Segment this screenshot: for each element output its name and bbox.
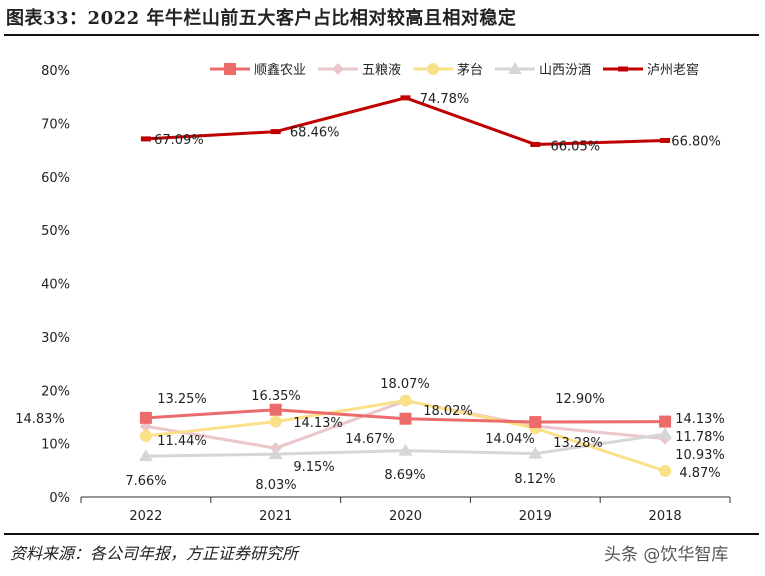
data-label: 13.25%	[157, 392, 207, 407]
y-tick-label: 40%	[41, 278, 70, 293]
data-point	[140, 136, 151, 142]
data-point	[269, 415, 282, 428]
data-label: 4.87%	[679, 466, 720, 481]
legend-marker	[332, 63, 344, 75]
legend-label: 顺鑫农业	[254, 62, 306, 78]
data-label: 14.13%	[675, 412, 725, 427]
data-label: 18.07%	[380, 377, 430, 392]
data-label: 8.12%	[514, 472, 555, 487]
y-tick-label: 20%	[41, 384, 70, 399]
y-tick-label: 80%	[41, 64, 70, 79]
data-label: 10.93%	[675, 448, 725, 463]
data-point	[138, 449, 153, 462]
data-point	[270, 129, 281, 135]
legend-label: 五粮液	[362, 63, 401, 78]
data-point	[658, 427, 673, 440]
x-tick-label: 2020	[389, 509, 422, 524]
data-label: 68.46%	[290, 126, 340, 141]
data-point	[660, 137, 671, 143]
chart-title: 图表33：2022 年牛栏山前五大客户占比相对较高且相对稳定	[6, 8, 517, 29]
data-label: 74.78%	[420, 92, 470, 107]
legend-marker	[427, 63, 439, 75]
data-label: 16.35%	[251, 389, 301, 404]
series-line-4	[145, 96, 666, 146]
data-point	[529, 416, 542, 429]
footer-divider	[4, 533, 759, 535]
data-label: 7.66%	[125, 474, 166, 489]
data-label: 11.78%	[675, 430, 725, 445]
data-point	[399, 412, 412, 425]
data-label: 12.90%	[555, 392, 605, 407]
x-tick-label: 2019	[519, 509, 552, 524]
data-label: 18.02%	[423, 404, 473, 419]
legend-label: 山西汾酒	[539, 63, 591, 78]
data-label: 14.67%	[345, 432, 395, 447]
legend-marker	[224, 63, 236, 75]
title-divider	[4, 34, 759, 36]
data-label: 14.83%	[15, 412, 65, 427]
legend-marker	[618, 66, 628, 72]
data-label: 14.13%	[293, 416, 343, 431]
data-point	[400, 95, 411, 101]
data-label: 66.80%	[671, 134, 721, 149]
data-point	[268, 447, 283, 460]
y-tick-label: 60%	[41, 171, 70, 186]
data-point	[530, 141, 541, 147]
data-point	[399, 394, 412, 407]
legend-label: 泸州老窖	[647, 62, 699, 78]
data-point	[269, 403, 282, 416]
data-label: 67.09%	[154, 133, 204, 148]
legend-label: 茅台	[457, 63, 483, 78]
y-tick-label: 50%	[41, 224, 70, 239]
data-point	[528, 446, 543, 459]
y-tick-label: 30%	[41, 331, 70, 346]
data-label: 13.28%	[553, 436, 603, 451]
data-point	[139, 411, 152, 424]
y-tick-label: 10%	[41, 438, 70, 453]
data-point	[139, 429, 152, 442]
watermark: 头条 @饮华智库	[604, 545, 729, 565]
data-point	[398, 443, 413, 456]
data-point	[659, 415, 672, 428]
x-tick-label: 2021	[259, 509, 292, 524]
x-tick-label: 2022	[129, 509, 162, 524]
data-point	[659, 465, 672, 478]
y-tick-label: 0%	[49, 491, 70, 506]
x-tick-label: 2018	[649, 509, 682, 524]
data-label: 11.44%	[157, 434, 207, 449]
data-label: 9.15%	[293, 460, 334, 475]
source-note: 资料来源：各公司年报，方正证券研究所	[10, 544, 299, 563]
legend-marker	[508, 62, 522, 74]
y-tick-label: 70%	[41, 117, 70, 132]
data-label: 8.69%	[384, 468, 425, 483]
data-label: 8.03%	[255, 478, 296, 493]
data-label: 66.05%	[551, 139, 601, 154]
data-label: 14.04%	[485, 432, 535, 447]
